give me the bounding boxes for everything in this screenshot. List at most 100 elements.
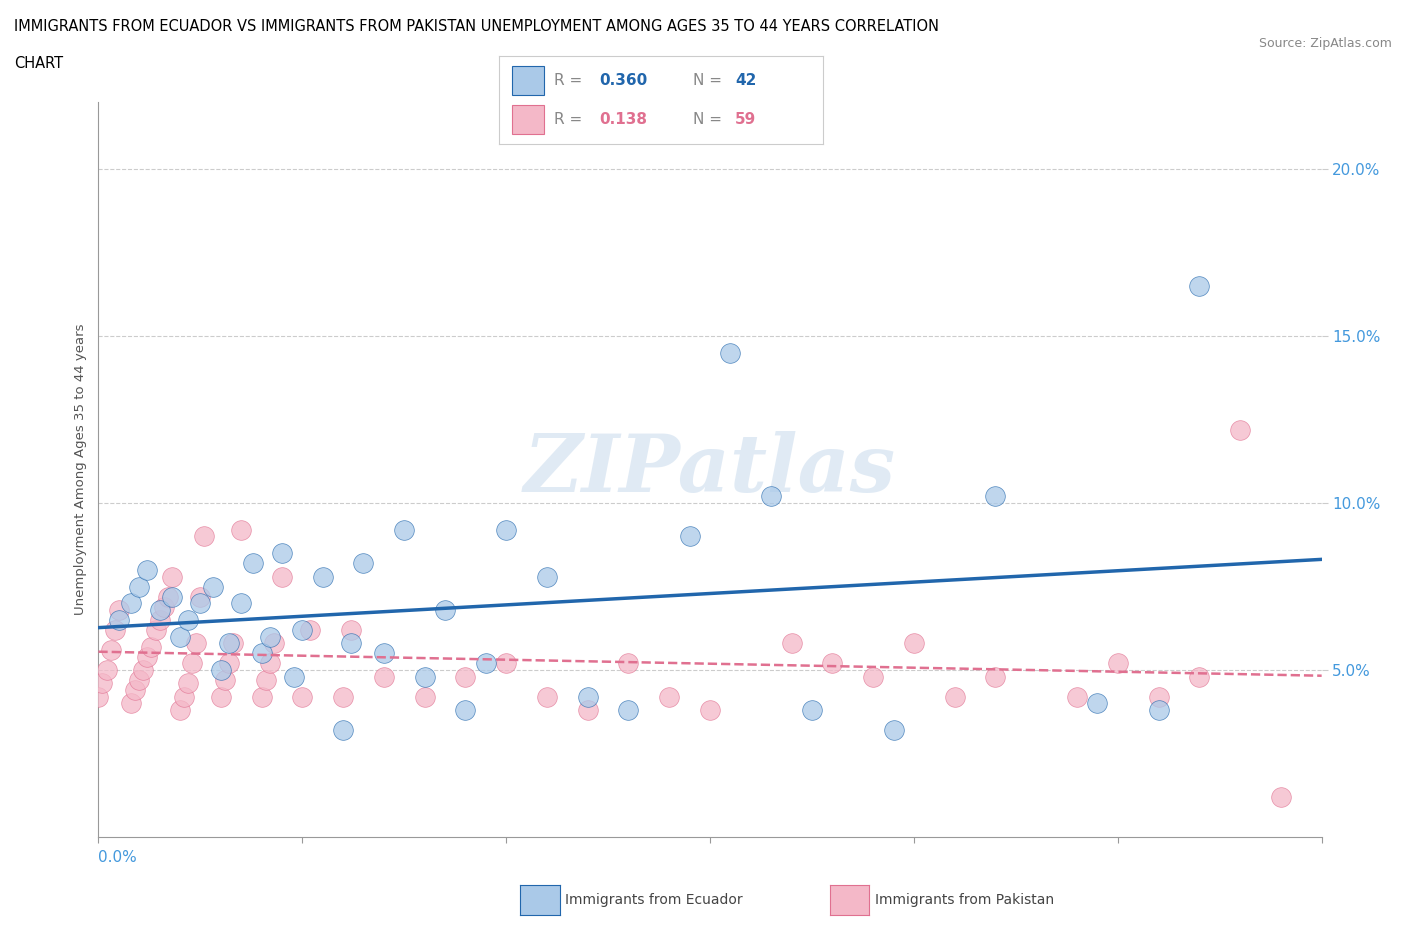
Point — [177, 676, 200, 691]
Point — [1270, 790, 1292, 804]
Point — [222, 636, 245, 651]
Point — [617, 703, 640, 718]
Text: R =: R = — [554, 112, 582, 126]
Point — [454, 670, 477, 684]
Point — [270, 569, 294, 584]
Point — [250, 689, 273, 704]
Point — [169, 630, 191, 644]
Point — [352, 556, 374, 571]
Point — [254, 672, 277, 687]
Point — [160, 589, 183, 604]
Point — [128, 579, 150, 594]
Point — [145, 622, 167, 637]
Point — [718, 345, 742, 360]
Point — [259, 656, 281, 671]
Text: 0.360: 0.360 — [599, 73, 648, 88]
Point — [699, 703, 721, 718]
Point — [984, 670, 1007, 684]
Point — [984, 489, 1007, 504]
Point — [943, 689, 966, 704]
Point — [576, 703, 599, 718]
Point — [100, 643, 122, 658]
Text: CHART: CHART — [14, 56, 63, 71]
Point — [761, 489, 783, 504]
Point — [218, 636, 240, 651]
Point — [617, 656, 640, 671]
Y-axis label: Unemployment Among Ages 35 to 44 years: Unemployment Among Ages 35 to 44 years — [75, 324, 87, 616]
Point — [259, 630, 281, 644]
Text: R =: R = — [554, 73, 582, 88]
Point — [91, 676, 114, 691]
Point — [120, 696, 142, 711]
Point — [188, 596, 212, 611]
Point — [340, 636, 363, 651]
Point — [1107, 656, 1129, 671]
Point — [658, 689, 681, 704]
Point — [270, 546, 294, 561]
Text: ZIPatlas: ZIPatlas — [524, 431, 896, 509]
Point — [679, 529, 702, 544]
Point — [373, 645, 395, 660]
Point — [120, 596, 142, 611]
Point — [454, 703, 477, 718]
Point — [242, 556, 264, 571]
Point — [201, 579, 224, 594]
Point — [883, 723, 905, 737]
Point — [186, 636, 208, 651]
Point — [373, 670, 395, 684]
Point — [536, 689, 558, 704]
Point — [193, 529, 215, 544]
Text: Immigrants from Ecuador: Immigrants from Ecuador — [565, 893, 742, 908]
Point — [434, 603, 457, 618]
Point — [152, 599, 174, 614]
Point — [299, 622, 322, 637]
Point — [231, 596, 253, 611]
Point — [149, 603, 172, 618]
Point — [495, 656, 517, 671]
Point — [1229, 422, 1251, 437]
Point — [536, 569, 558, 584]
Point — [1147, 689, 1170, 704]
Point — [413, 670, 436, 684]
Text: N =: N = — [693, 112, 723, 126]
Point — [96, 662, 118, 677]
Point — [495, 523, 517, 538]
Text: Immigrants from Pakistan: Immigrants from Pakistan — [875, 893, 1053, 908]
Text: 0.0%: 0.0% — [98, 850, 138, 865]
Point — [214, 672, 236, 687]
Point — [104, 622, 127, 637]
Point — [1085, 696, 1108, 711]
Point — [263, 636, 285, 651]
Point — [1147, 703, 1170, 718]
Point — [821, 656, 844, 671]
Point — [340, 622, 363, 637]
Text: Source: ZipAtlas.com: Source: ZipAtlas.com — [1258, 37, 1392, 50]
Point — [209, 689, 232, 704]
Point — [124, 683, 146, 698]
Point — [576, 689, 599, 704]
Text: 59: 59 — [735, 112, 756, 126]
Point — [136, 563, 159, 578]
Point — [132, 662, 155, 677]
Point — [903, 636, 925, 651]
Point — [474, 656, 498, 671]
Point — [108, 613, 131, 628]
Point — [291, 622, 314, 637]
Text: N =: N = — [693, 73, 723, 88]
Point — [128, 672, 150, 687]
Point — [780, 636, 803, 651]
Point — [169, 703, 191, 718]
Point — [291, 689, 314, 704]
Point — [188, 589, 212, 604]
Point — [141, 639, 163, 654]
Point — [312, 569, 335, 584]
Point — [108, 603, 131, 618]
Text: IMMIGRANTS FROM ECUADOR VS IMMIGRANTS FROM PAKISTAN UNEMPLOYMENT AMONG AGES 35 T: IMMIGRANTS FROM ECUADOR VS IMMIGRANTS FR… — [14, 19, 939, 33]
Point — [149, 613, 172, 628]
Point — [801, 703, 824, 718]
Point — [332, 723, 354, 737]
Text: 0.138: 0.138 — [599, 112, 647, 126]
Point — [209, 662, 232, 677]
Point — [218, 656, 240, 671]
Point — [177, 613, 200, 628]
